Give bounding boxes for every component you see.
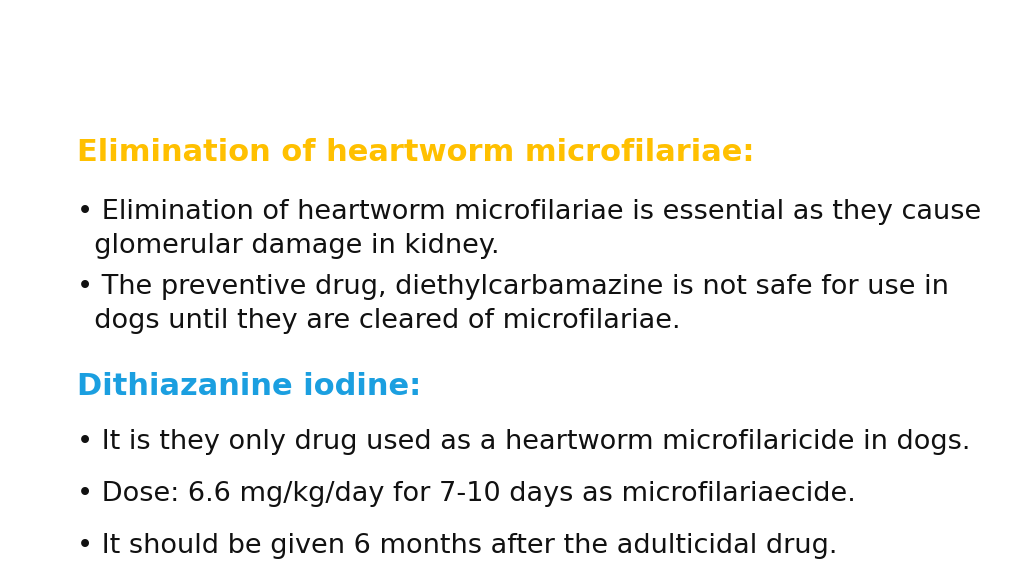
Text: glomerular damage in kidney.: glomerular damage in kidney. [77,233,500,259]
Text: • Elimination of heartworm microfilariae is essential as they cause: • Elimination of heartworm microfilariae… [77,199,981,225]
Text: • Dose: 6.6 mg/kg/day for 7-10 days as microfilariaecide.: • Dose: 6.6 mg/kg/day for 7-10 days as m… [77,481,855,507]
Text: • The preventive drug, diethylcarbamazine is not safe for use in: • The preventive drug, diethylcarbamazin… [77,274,948,300]
Text: Elimination of heartworm microfilariae:: Elimination of heartworm microfilariae: [77,138,755,167]
Text: • It should be given 6 months after the adulticidal drug.: • It should be given 6 months after the … [77,533,838,559]
Text: dogs until they are cleared of microfilariae.: dogs until they are cleared of microfila… [77,308,680,334]
Text: • It is they only drug used as a heartworm microfilaricide in dogs.: • It is they only drug used as a heartwo… [77,429,970,455]
Text: Dithiazanine iodine:: Dithiazanine iodine: [77,372,421,400]
